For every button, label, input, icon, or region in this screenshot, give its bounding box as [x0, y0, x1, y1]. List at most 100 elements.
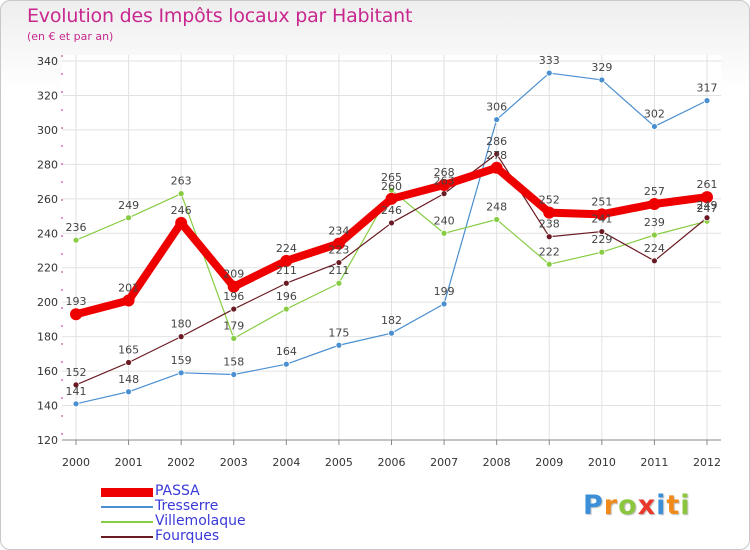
- data-label: 211: [276, 264, 297, 277]
- data-label: 175: [328, 326, 349, 339]
- data-label: 196: [223, 290, 244, 303]
- data-label: 240: [434, 214, 455, 227]
- data-label: 251: [591, 195, 612, 208]
- data-point: [125, 359, 132, 366]
- y-tick-label: 260: [37, 193, 58, 206]
- data-label: 182: [381, 314, 402, 327]
- x-tick-label: 2012: [693, 456, 721, 469]
- data-point: [440, 190, 448, 198]
- data-label: 247: [697, 202, 718, 215]
- y-tick-label: 300: [37, 124, 58, 137]
- data-point: [545, 69, 553, 77]
- data-point: [703, 97, 711, 105]
- data-point: [230, 371, 238, 378]
- x-tick-label: 2005: [325, 456, 353, 469]
- x-tick-label: 2002: [167, 456, 195, 469]
- data-point: [703, 214, 711, 222]
- data-point: [440, 300, 448, 308]
- data-label: 317: [697, 82, 718, 95]
- data-label: 196: [276, 290, 297, 303]
- data-label: 260: [381, 180, 402, 193]
- data-point: [598, 228, 606, 235]
- logo-letter: P: [583, 490, 604, 521]
- data-point: [230, 305, 238, 313]
- data-point: [335, 341, 343, 349]
- data-label: 234: [328, 225, 349, 238]
- data-point: [651, 257, 658, 265]
- data-label: 329: [591, 61, 612, 74]
- data-label: 238: [539, 218, 560, 231]
- data-point: [72, 381, 80, 389]
- data-point: [280, 254, 293, 267]
- y-tick-label: 280: [37, 158, 58, 171]
- data-point: [598, 248, 606, 256]
- data-point: [335, 259, 343, 266]
- data-label: 158: [223, 356, 244, 369]
- data-point: [177, 190, 185, 198]
- proxiti-logo: Proxiti: [583, 490, 691, 521]
- data-label: 278: [486, 149, 507, 162]
- y-tick-label: 220: [37, 262, 58, 275]
- data-label: 223: [328, 244, 349, 257]
- data-point: [72, 236, 80, 244]
- data-point: [493, 150, 501, 158]
- data-point: [493, 216, 501, 223]
- data-point: [72, 400, 80, 408]
- legend-label: PASSA: [155, 483, 200, 499]
- data-point: [282, 279, 290, 287]
- data-point: [175, 216, 188, 229]
- x-tick-label: 2004: [272, 456, 300, 469]
- data-label: 246: [171, 204, 192, 217]
- data-label: 180: [171, 318, 192, 331]
- data-label: 222: [539, 245, 560, 258]
- data-point: [598, 76, 606, 84]
- data-label: 179: [223, 319, 244, 332]
- x-tick-label: 2003: [220, 456, 248, 469]
- data-label: 236: [66, 221, 87, 234]
- logo-letter: i: [680, 490, 691, 521]
- legend-label: Tresserre: [155, 498, 219, 514]
- data-label: 165: [118, 343, 139, 356]
- data-point: [282, 360, 290, 368]
- y-tick-label: 180: [37, 331, 58, 344]
- x-tick-label: 2009: [535, 456, 563, 469]
- data-point: [440, 229, 448, 237]
- data-point: [335, 279, 343, 287]
- data-label: 252: [539, 194, 560, 207]
- data-label: 333: [539, 54, 560, 67]
- logo-letter: o: [618, 490, 638, 521]
- data-label: 286: [486, 135, 507, 148]
- data-label: 201: [118, 281, 139, 294]
- data-point: [227, 280, 240, 293]
- data-point: [545, 233, 553, 241]
- data-label: 306: [486, 101, 507, 114]
- data-point: [125, 388, 132, 396]
- x-tick-label: 2001: [115, 456, 143, 469]
- data-label: 211: [328, 264, 349, 277]
- data-point: [70, 308, 82, 321]
- data-label: 141: [66, 385, 87, 398]
- y-tick-label: 160: [37, 365, 58, 378]
- y-tick-label: 340: [37, 55, 58, 68]
- data-point: [545, 260, 553, 268]
- data-point: [648, 197, 661, 210]
- x-tick-label: 2007: [430, 456, 458, 469]
- data-label: 261: [697, 178, 718, 191]
- data-label: 249: [118, 199, 139, 212]
- data-label: 193: [66, 295, 87, 308]
- legend-swatch: [101, 487, 153, 497]
- data-point: [122, 294, 135, 307]
- data-point: [230, 334, 238, 342]
- logo-letter: t: [666, 490, 681, 521]
- data-point: [595, 208, 608, 221]
- data-point: [388, 219, 395, 227]
- x-tick-label: 2008: [483, 456, 511, 469]
- data-label: 229: [591, 233, 612, 246]
- x-tick-label: 2010: [588, 456, 616, 469]
- data-label: 248: [486, 200, 507, 213]
- data-point: [701, 191, 713, 204]
- x-tick-label: 2006: [378, 456, 406, 469]
- y-tick-label: 320: [37, 89, 58, 102]
- data-point: [177, 333, 185, 341]
